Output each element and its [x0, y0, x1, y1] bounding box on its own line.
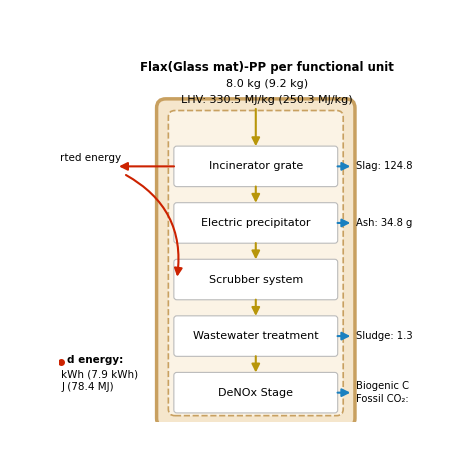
Text: d energy:: d energy:: [67, 355, 124, 365]
Text: 8.0 kg (9.2 kg): 8.0 kg (9.2 kg): [226, 79, 308, 89]
FancyBboxPatch shape: [174, 259, 337, 300]
FancyBboxPatch shape: [174, 203, 337, 243]
FancyBboxPatch shape: [156, 99, 355, 428]
Text: Biogenic C
Fossil CO₂:: Biogenic C Fossil CO₂:: [356, 381, 409, 404]
Text: rted energy: rted energy: [60, 153, 121, 163]
FancyBboxPatch shape: [168, 110, 343, 416]
Text: Sludge: 1.3: Sludge: 1.3: [356, 331, 413, 341]
FancyBboxPatch shape: [174, 373, 337, 413]
Text: kWh (7.9 kWh): kWh (7.9 kWh): [61, 369, 138, 379]
Text: Ash: 34.8 g: Ash: 34.8 g: [356, 218, 412, 228]
Text: J (78.4 MJ): J (78.4 MJ): [61, 382, 114, 392]
FancyBboxPatch shape: [174, 316, 337, 356]
Text: DeNOx Stage: DeNOx Stage: [219, 388, 293, 398]
Text: Incinerator grate: Incinerator grate: [209, 161, 303, 172]
Text: LHV: 330.5 MJ/kg (250.3 MJ/kg): LHV: 330.5 MJ/kg (250.3 MJ/kg): [181, 95, 353, 105]
Text: Slag: 124.8: Slag: 124.8: [356, 161, 412, 172]
Text: Wastewater treatment: Wastewater treatment: [193, 331, 319, 341]
Text: Flax(Glass mat)-PP per functional unit: Flax(Glass mat)-PP per functional unit: [140, 61, 394, 73]
Text: Electric precipitator: Electric precipitator: [201, 218, 310, 228]
FancyBboxPatch shape: [174, 146, 337, 187]
Text: Scrubber system: Scrubber system: [209, 274, 303, 284]
